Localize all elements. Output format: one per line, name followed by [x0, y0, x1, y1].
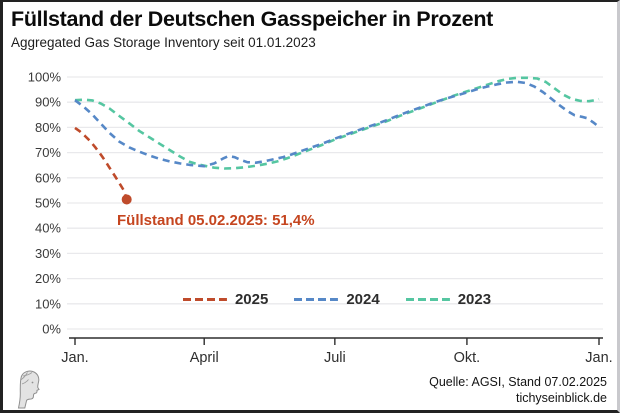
site-line: tichyseinblick.de — [515, 391, 607, 405]
legend-dash-sample — [294, 298, 339, 301]
x-tick-label: Jan. — [585, 350, 612, 366]
chart-legend: 2025 2024 2023 — [182, 291, 492, 308]
x-tick-label: April — [190, 350, 219, 366]
y-tick-label: 20% — [35, 271, 61, 286]
y-tick-label: 70% — [35, 145, 61, 160]
fill-level-annotation: Füllstand 05.02.2025: 51,4% — [117, 212, 315, 229]
series-line-2024 — [74, 80, 600, 168]
y-tick-label: 10% — [35, 296, 61, 311]
y-tick-label: 80% — [35, 120, 61, 135]
legend-item-2024: 2024 — [294, 291, 380, 308]
series-end-dot-2025 — [121, 194, 132, 205]
source-note: Quelle: AGSI, Stand 07.02.2025 tichysein… — [429, 374, 607, 406]
series-line-2023 — [74, 76, 600, 170]
y-tick-label: 50% — [35, 196, 61, 211]
y-tick-label: 40% — [35, 221, 61, 236]
legend-item-2025: 2025 — [182, 291, 269, 308]
x-tick-label: Juli — [324, 350, 346, 366]
legend-dash-sample — [182, 298, 227, 301]
y-tick-label: 100% — [28, 70, 62, 85]
y-tick-label: 90% — [35, 95, 61, 110]
y-tick-label: 60% — [35, 170, 61, 185]
page-title: Füllstand der Deutschen Gasspeicher in P… — [11, 7, 494, 31]
series-line-2025 — [74, 126, 128, 200]
x-tick-label: Okt. — [454, 350, 481, 366]
gas-storage-line-chart: 0% 10% 20% 30% 40% 50% 60% 70% 80% 90% 100% Jan. Apr… — [28, 70, 613, 367]
legend-label: 2024 — [346, 291, 380, 308]
legend-dash-sample — [405, 298, 450, 301]
y-tick-label: 30% — [35, 246, 61, 261]
tichyseinblick-head-logo — [17, 370, 40, 409]
y-tick-label: 0% — [42, 322, 61, 337]
page-subtitle: Aggregated Gas Storage Inventory seit 01… — [11, 35, 316, 50]
x-tick-label: Jan. — [61, 350, 88, 366]
legend-item-2023: 2023 — [405, 291, 492, 308]
legend-label: 2023 — [457, 291, 492, 308]
source-line: Quelle: AGSI, Stand 07.02.2025 — [429, 375, 607, 389]
legend-label: 2025 — [234, 291, 269, 308]
